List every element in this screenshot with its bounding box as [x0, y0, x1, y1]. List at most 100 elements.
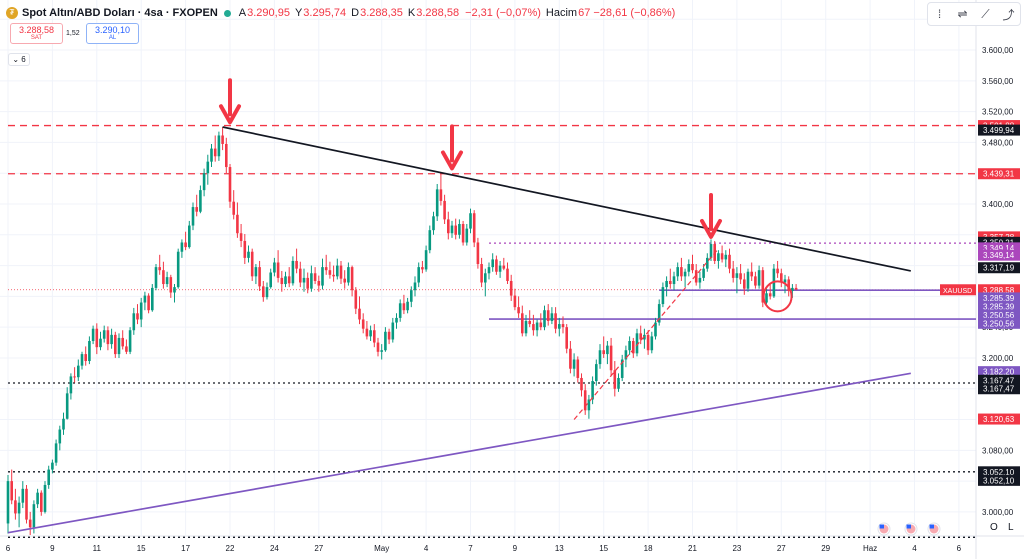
candle [243, 240, 247, 258]
candle [665, 280, 668, 288]
time-tick-label: 21 [688, 544, 697, 553]
time-tick-label: 6 [6, 544, 11, 553]
sell-button[interactable]: 3.288,58 SAT [10, 23, 63, 44]
candle [487, 267, 491, 274]
candle [40, 492, 43, 512]
candle [239, 233, 243, 241]
price-label: 3.167,47 [983, 385, 1015, 394]
candle [558, 324, 561, 329]
price-tick-label: 3.480,00 [982, 138, 1014, 147]
candle [410, 290, 413, 302]
log-scale-toggle[interactable]: L [1008, 522, 1014, 533]
candle [139, 302, 143, 320]
us-flag-icon [879, 524, 884, 529]
symbol-header: ₮ Spot Altın/ABD Doları · 4sa · FXOPEN A… [6, 5, 680, 21]
time-tick-label: 17 [181, 544, 190, 553]
candle [384, 331, 387, 351]
ohlc-value: 3.288,35 [360, 7, 403, 19]
symbol-tag-box [940, 284, 976, 296]
candle [84, 354, 87, 362]
candle [761, 270, 765, 303]
candle [539, 322, 543, 328]
candle [258, 267, 261, 287]
candle [424, 250, 428, 270]
candle [569, 348, 572, 369]
candle [221, 135, 224, 144]
candle [217, 135, 221, 157]
candle [428, 230, 432, 251]
time-tick-label: 6 [957, 544, 962, 553]
candle [65, 393, 69, 419]
candle [295, 260, 298, 269]
candle [654, 322, 657, 337]
candle [58, 429, 62, 444]
candle [54, 443, 58, 463]
candle [757, 270, 761, 286]
candle [432, 216, 435, 231]
candle [583, 390, 587, 411]
candle [639, 333, 642, 340]
price-label-box [978, 383, 1020, 395]
candle [528, 321, 531, 325]
ohlc-corner-toggle[interactable]: O [990, 522, 998, 533]
line-chart-icon[interactable]: ⟋ [981, 6, 990, 21]
candle [347, 267, 350, 283]
candle [361, 319, 365, 329]
candle [121, 337, 124, 347]
candle [21, 488, 25, 503]
time-tick-label: 22 [226, 544, 235, 553]
candle [387, 331, 391, 340]
candle [210, 148, 213, 162]
symbol-title[interactable]: Spot Altın/ABD Doları · 4sa · FXOPEN [22, 7, 218, 19]
ohlc-value: 3.295,74 [303, 7, 347, 19]
candle [287, 276, 291, 284]
indicator-toggle[interactable]: ⌄ 6 [8, 53, 30, 66]
buy-label: AL [108, 35, 117, 41]
price-labels: 3.501,883.499,943.439,313.357,283.350,21… [978, 120, 1020, 486]
candle [51, 462, 54, 470]
ohlc-value: 3.290,95 [247, 7, 290, 19]
candle [550, 313, 554, 321]
ohlc-key: Hacim [545, 7, 578, 19]
fit-icon[interactable]: ⇌ [957, 7, 968, 21]
time-tick-label: 4 [912, 544, 917, 553]
candle [254, 267, 258, 277]
ohlc-value: 3.288,58 [416, 7, 460, 19]
arrow-head [700, 218, 722, 239]
ohlc-value: 67 −28,61 (−0,86%) [578, 7, 676, 19]
candle [743, 279, 746, 289]
curve-chart-icon[interactable]: ⤴ [1002, 7, 1015, 22]
candle [509, 280, 513, 296]
candle [546, 310, 550, 321]
candle [14, 500, 17, 514]
price-tick-label: 3.080,00 [982, 446, 1014, 455]
candle [343, 278, 346, 283]
time-tick-label: May [374, 544, 389, 553]
candle [313, 273, 317, 281]
drag-handle-icon[interactable]: ⁞ [937, 7, 942, 21]
candle [535, 322, 539, 331]
price-label: 3.250,56 [983, 311, 1015, 320]
ohlc-readout: A3.290,95 Y3.295,74 D3.288,35 K3.288,58 −2,3… [239, 7, 681, 19]
candle [465, 228, 469, 243]
candle [694, 270, 698, 283]
candle [495, 259, 498, 272]
buy-button[interactable]: 3.290,10 AL [86, 23, 139, 44]
us-flag-icon [929, 524, 934, 529]
candle [114, 334, 117, 355]
candle [143, 295, 147, 303]
candle [317, 280, 321, 286]
candle [47, 469, 50, 485]
price-label-box [978, 317, 1020, 329]
arrow-head [219, 104, 241, 125]
price-label: 3.349,14 [983, 251, 1015, 260]
candle [676, 267, 679, 277]
candle [543, 310, 546, 328]
candle [380, 350, 383, 352]
price-label-box [978, 300, 1020, 312]
candle [32, 504, 36, 528]
ohlc-key: Y [294, 7, 303, 19]
candle [199, 190, 202, 212]
candle [247, 251, 250, 258]
